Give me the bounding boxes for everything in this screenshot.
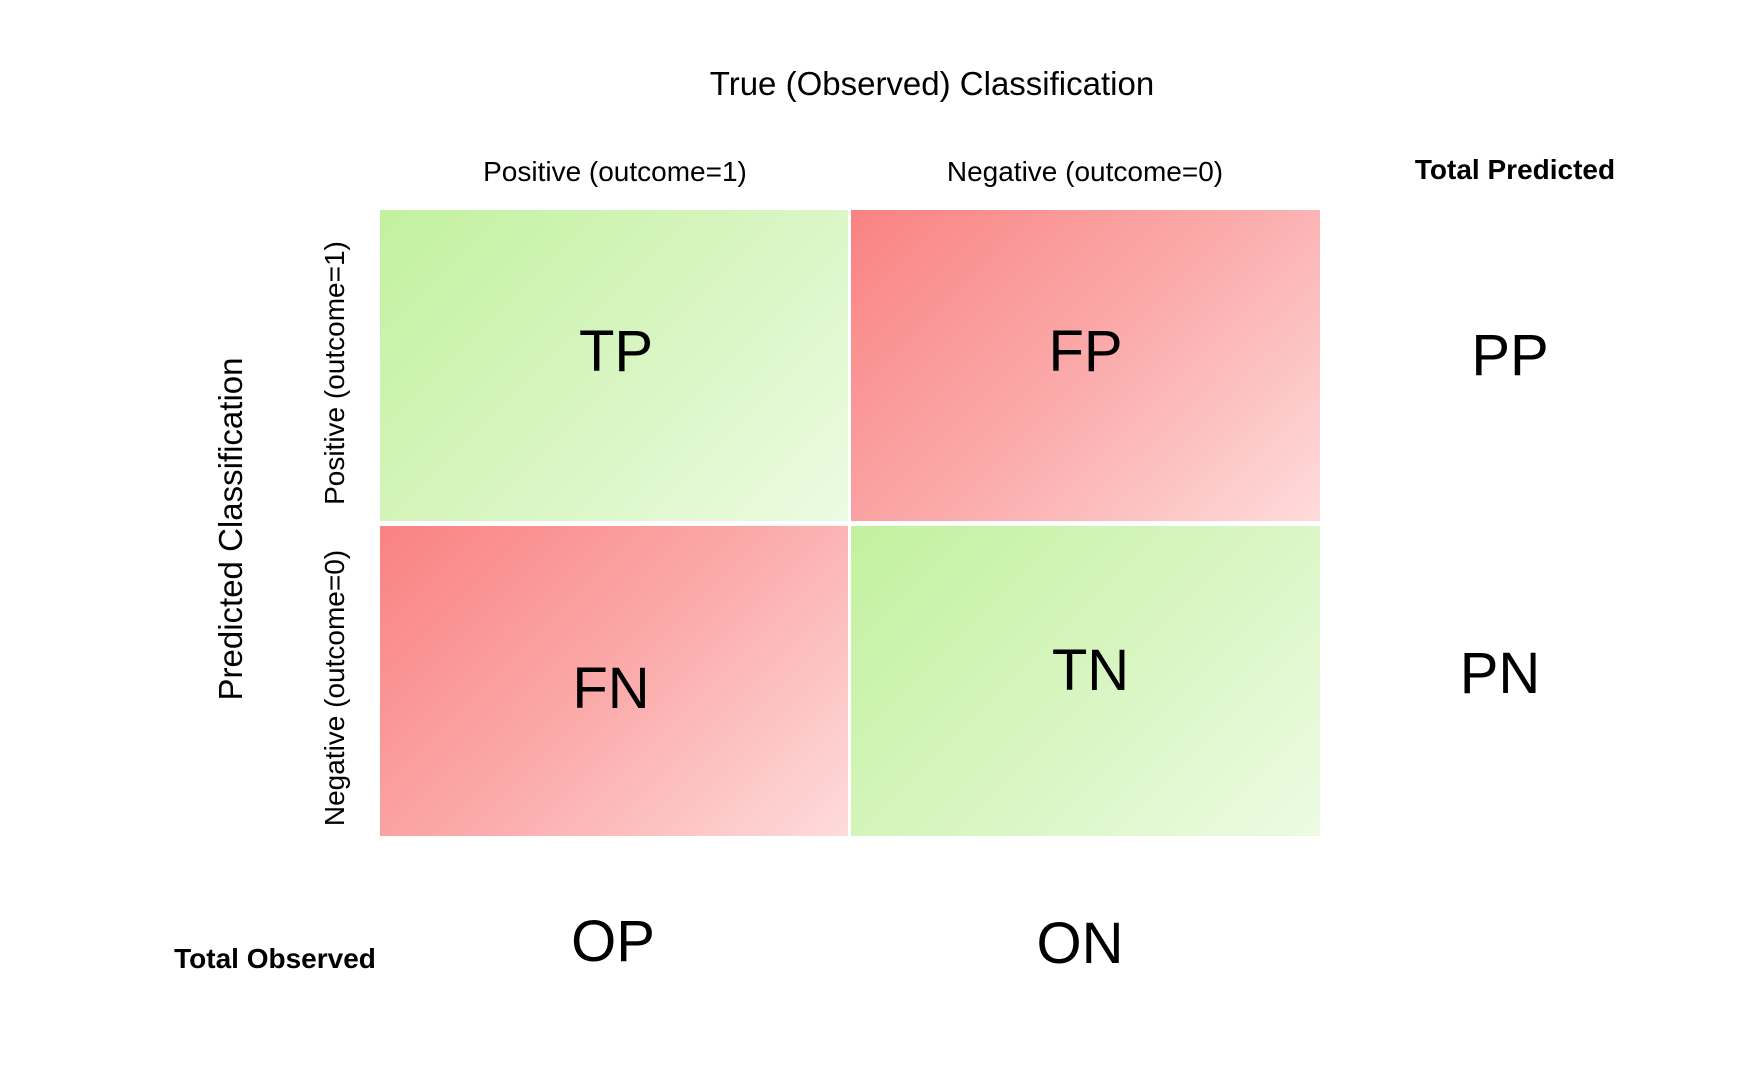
cell-true-positive-label: TP — [578, 319, 654, 384]
cell-false-negative: FN — [380, 526, 848, 836]
cell-true-negative-label: TN — [1051, 637, 1130, 703]
row-header-positive: Positive (outcome=1) — [319, 241, 350, 505]
cell-true-positive: TP — [380, 210, 848, 521]
total-predicted-negative: PN — [1459, 641, 1541, 706]
column-header-negative: Negative (outcome=0) — [946, 156, 1224, 187]
predicted-classification-label: Predicted Classification — [212, 357, 249, 701]
total-predicted-positive: PP — [1471, 323, 1549, 388]
cell-false-negative-label: FN — [572, 655, 650, 721]
cell-true-negative: TN — [851, 526, 1320, 836]
total-observed-header: Total Observed — [174, 943, 376, 974]
column-header-positive: Positive (outcome=1) — [483, 156, 747, 187]
chart-title: True (Observed) Classification — [709, 65, 1155, 102]
total-observed-negative: ON — [1036, 911, 1124, 976]
row-header-negative: Negative (outcome=0) — [319, 549, 350, 827]
cell-false-positive-label: FP — [1048, 319, 1123, 384]
cell-false-positive: FP — [851, 210, 1320, 521]
total-predicted-header: Total Predicted — [1414, 154, 1616, 185]
total-observed-positive: OP — [571, 909, 655, 974]
